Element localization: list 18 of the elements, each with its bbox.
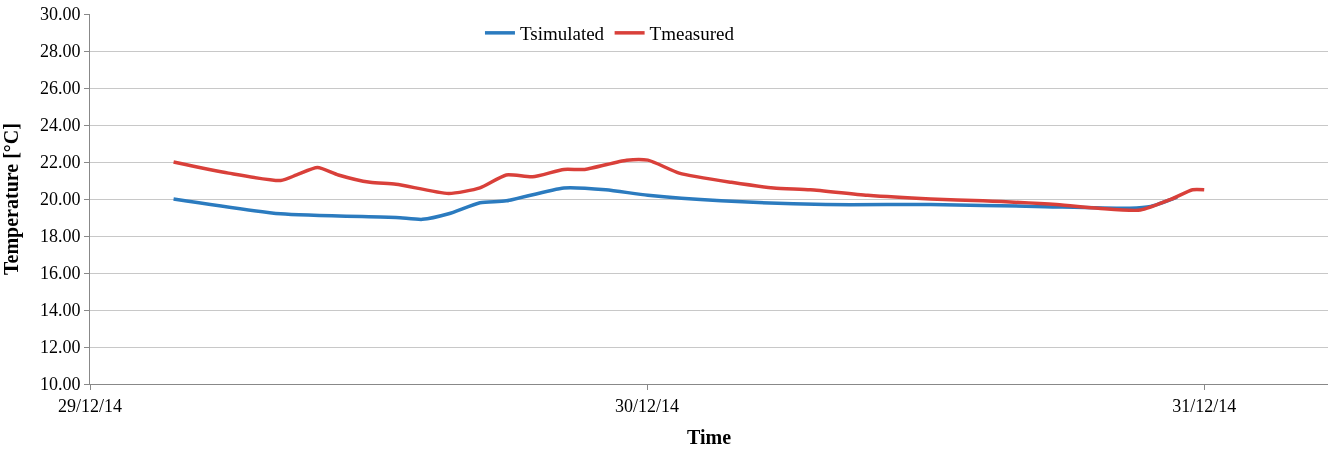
y-tick-label: 16.00 — [39, 263, 81, 284]
y-tick-label: 30.00 — [39, 4, 81, 25]
legend-label: Tsimulated — [519, 23, 605, 45]
y-tick-label: 14.00 — [39, 300, 81, 321]
y-tick-label: 28.00 — [39, 41, 81, 62]
y-axis-title: Temperature [°C] — [0, 123, 24, 275]
x-tick-label: 29/12/14 — [57, 395, 123, 416]
y-tick-label: 20.00 — [39, 189, 81, 210]
y-tick-label: 12.00 — [39, 337, 81, 358]
legend-label: Tmeasured — [649, 23, 735, 45]
x-axis-title: Time — [686, 426, 732, 449]
y-tick-label: 26.00 — [39, 78, 81, 99]
y-tick-label: 22.00 — [39, 152, 81, 173]
x-tick-label: 30/12/14 — [615, 395, 680, 416]
x-tick-label: 31/12/14 — [1172, 395, 1237, 416]
y-tick-label: 10.00 — [39, 374, 81, 395]
y-tick-label: 24.00 — [39, 115, 81, 136]
y-tick-label: 18.00 — [39, 226, 81, 247]
